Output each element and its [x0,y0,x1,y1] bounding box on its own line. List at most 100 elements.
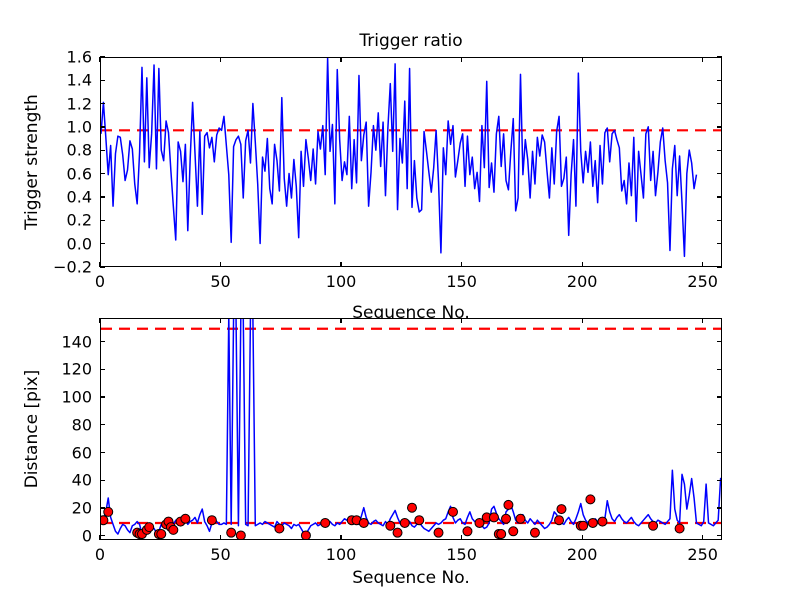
y-tick-mark-right [717,451,722,454]
y-tick-label: 0.2 [66,210,92,230]
x-tick-mark-top [340,318,342,323]
data-marker [508,526,519,537]
data-marker [407,502,417,513]
x-tick-mark-top [581,318,583,323]
data-marker [226,527,237,538]
y-tick-label: 80 [71,415,92,435]
data-marker [488,512,499,523]
data-marker [674,523,685,534]
y-tick-label: 0.0 [66,234,92,254]
series-canvas-trigger-ratio [101,58,721,258]
x-tick-mark-top [219,57,222,62]
y-tick-mark-right [717,196,722,198]
chart-trigger-ratio: Trigger ratio [100,31,722,267]
y-tick-label: 1.2 [66,94,92,114]
data-marker [399,517,410,528]
data-marker [648,520,659,531]
y-tick-label: 140 [61,332,92,352]
data-marker [414,515,425,526]
y-tick-mark [100,126,105,128]
y-tick-mark [100,219,105,221]
data-marker [587,517,598,528]
y-tick-mark [100,173,105,175]
data-marker [103,506,114,517]
y-tick-mark-right [717,266,722,268]
y-tick-label: 100 [61,387,92,407]
y-tick-mark [100,451,105,454]
x-tick-mark [99,535,101,540]
y-tick-mark-right [717,507,722,509]
x-tick-mark-top [460,57,463,62]
y-tick-mark-right [717,126,722,128]
y-tick-mark [100,79,105,81]
x-tick-label: 200 [566,272,598,291]
data-marker [235,530,246,539]
y-tick-mark-right [717,103,722,105]
y-tick-mark-right [717,149,722,151]
x-tick-label: 50 [210,545,231,564]
data-marker [554,515,565,526]
data-marker [597,516,608,527]
y-tick-label: 0.6 [66,164,92,184]
data-marker [433,527,444,538]
data-marker [496,529,507,539]
x-tick-label: 250 [687,545,718,564]
y-tick-label: 0.8 [66,140,92,160]
data-marker [556,504,567,515]
y-tick-mark-right [717,56,722,58]
x-tick-mark [460,535,463,540]
y-tick-label: 20 [71,498,92,518]
plot-area-trigger-ratio [101,58,721,266]
y-tick-mark [100,243,105,245]
y-tick-mark [100,424,105,426]
y-tick-mark-right [717,340,722,343]
x-tick-mark-top [99,57,101,62]
y-tick-label: 1.0 [66,117,92,137]
xlabel-distance: Sequence No. [352,568,470,588]
data-marker [144,522,155,533]
y-tick-label: 1.4 [66,70,92,90]
data-marker [320,517,331,528]
data-marker [503,499,514,510]
data-marker [300,530,311,539]
ylabel-trigger-ratio: Trigger strength [22,94,42,230]
data-marker [392,527,403,538]
x-tick-label: 0 [94,545,106,564]
y-tick-mark-right [717,368,722,370]
data-marker [156,529,167,539]
x-tick-label: 100 [325,272,357,291]
y-tick-mark [100,368,105,370]
x-tick-label: 200 [566,545,598,564]
x-tick-mark-top [702,318,704,323]
chart-title-trigger-ratio: Trigger ratio [359,31,463,51]
x-tick-label: 150 [446,545,477,564]
data-marker [447,506,458,517]
y-tick-label: −0.2 [53,257,92,277]
x-tick-mark [340,262,342,267]
x-tick-label: 150 [446,272,477,291]
y-tick-mark-right [717,479,722,481]
y-tick-label: 1.6 [66,47,92,67]
x-tick-mark [99,262,101,267]
y-tick-label: 0 [81,526,92,546]
y-tick-mark-right [717,79,722,81]
y-tick-mark-right [717,219,722,221]
data-marker [274,523,285,534]
x-tick-mark [702,535,704,540]
x-tick-mark-top [581,57,583,62]
y-tick-mark-right [717,396,722,398]
x-tick-mark [581,535,583,540]
y-tick-mark [100,479,105,481]
x-tick-mark [219,262,222,267]
x-tick-mark [702,262,704,267]
y-tick-label: 120 [61,359,92,379]
x-tick-mark-top [340,57,342,62]
data-marker [529,527,540,538]
x-tick-label: 250 [687,272,718,291]
data-marker [168,524,179,535]
x-tick-mark-top [460,318,463,323]
x-tick-mark [340,535,342,540]
x-tick-label: 50 [210,272,231,291]
y-tick-mark [100,535,105,537]
